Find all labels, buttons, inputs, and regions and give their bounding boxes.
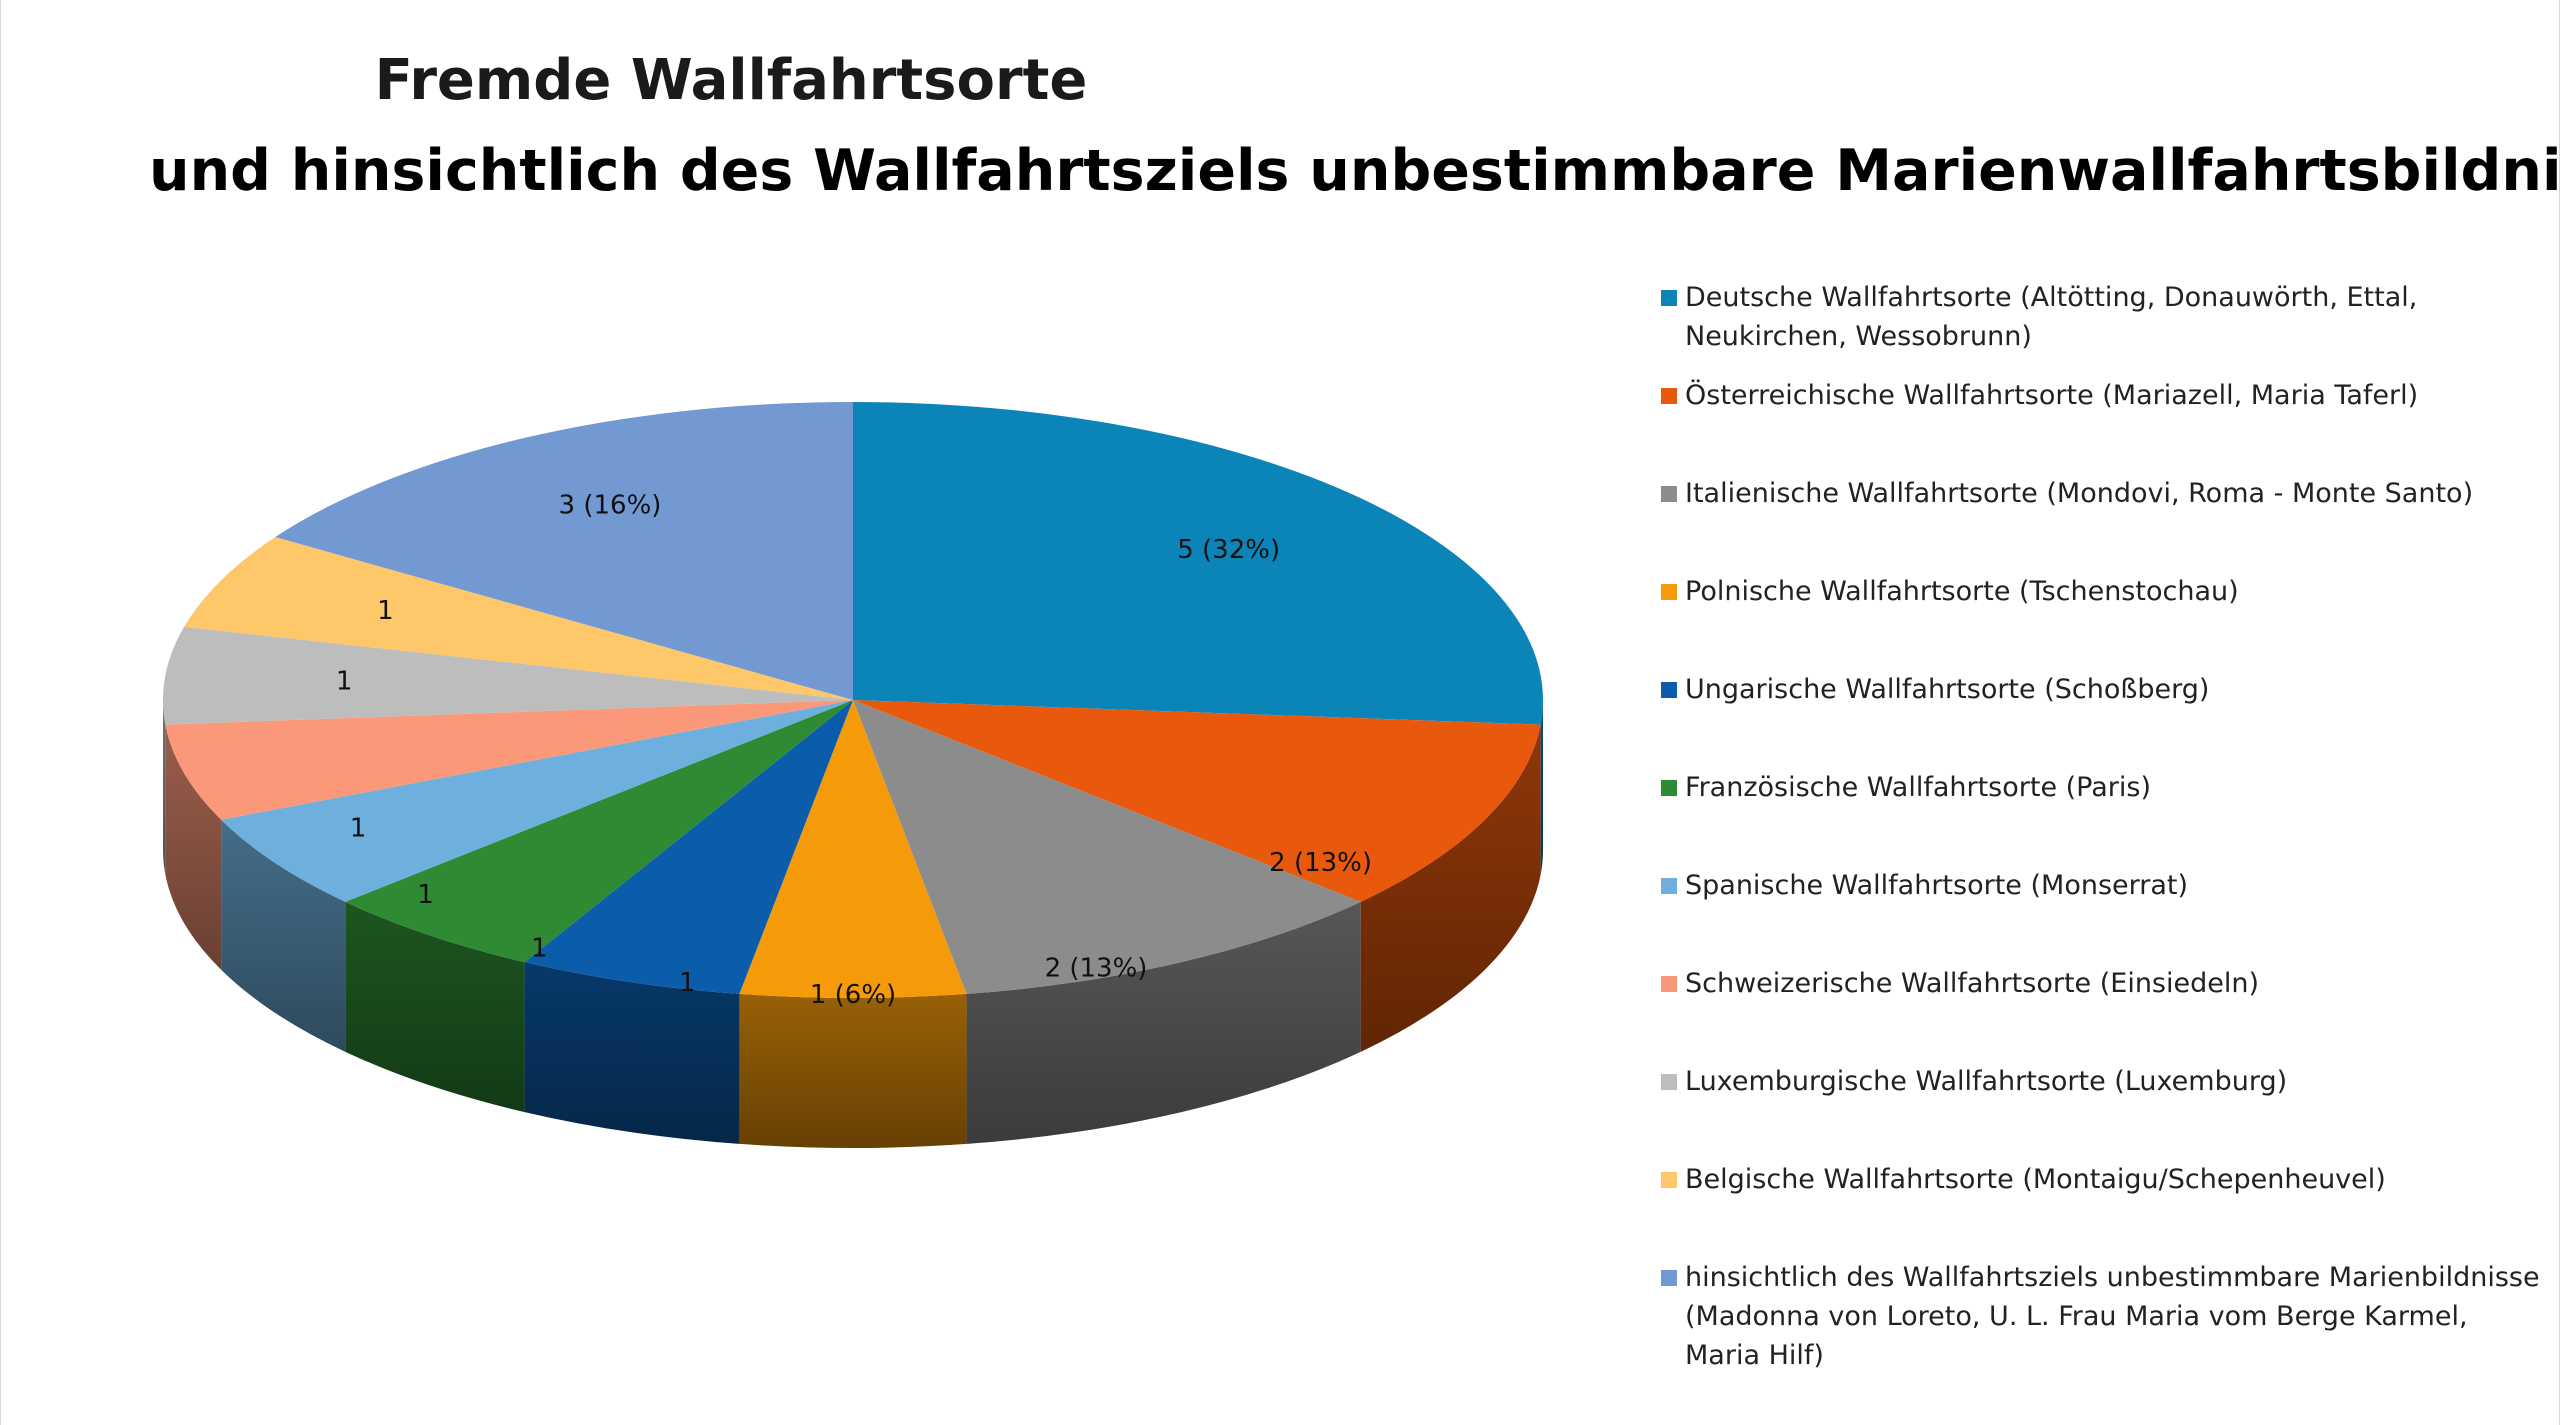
legend-swatch: [1661, 682, 1677, 698]
legend-swatch: [1661, 486, 1677, 502]
legend-swatch: [1661, 1074, 1677, 1090]
legend-swatch: [1661, 878, 1677, 894]
chart-subtitle: und hinsichtlich des Wallfahrtsziels unb…: [149, 138, 2560, 204]
pie-slice-7: [165, 700, 854, 820]
pie-data-label-2: 2 (13%): [1045, 953, 1148, 983]
pie-slice-5: [345, 700, 853, 963]
pie-slice-side-7: [165, 724, 222, 970]
pie-slice-0: [853, 402, 1543, 725]
legend-label: Luxemburgische Wallfahrtsorte (Luxemburg…: [1685, 1066, 2288, 1097]
pie-slice-side-1: [1360, 724, 1541, 1052]
legend-item: Ungarische Wallfahrtsorte (Schoßberg): [1661, 670, 2551, 709]
pie-slice-side-3: [739, 993, 967, 1148]
pie-slice-2: [853, 700, 1361, 994]
chart-title: Fremde Wallfahrtsorte: [374, 48, 1088, 113]
legend-label: Schweizerische Wallfahrtsorte (Einsiedel…: [1685, 968, 2260, 999]
pie-side-faces: [163, 700, 1543, 1148]
legend-label: Deutsche Wallfahrtsorte (Altötting, Dona…: [1685, 282, 2418, 352]
legend-swatch: [1661, 584, 1677, 600]
pie-slice-9: [184, 537, 853, 700]
pie-data-label-8: 1: [336, 666, 353, 696]
pie-slice-10: [275, 402, 854, 700]
legend-swatch: [1661, 388, 1677, 404]
legend-item: Luxemburgische Wallfahrtsorte (Luxemburg…: [1661, 1062, 2551, 1101]
legend-label: Polnische Wallfahrtsorte (Tschenstochau): [1685, 576, 2239, 607]
legend-swatch: [1661, 1270, 1677, 1286]
legend-label: Italienische Wallfahrtsorte (Mondovi, Ro…: [1685, 478, 2474, 509]
legend-swatch: [1661, 290, 1677, 306]
legend-item: Italienische Wallfahrtsorte (Mondovi, Ro…: [1661, 474, 2551, 513]
pie-data-label-5: 1: [531, 934, 548, 964]
pie-slice-3: [739, 700, 967, 999]
legend-swatch: [1661, 780, 1677, 796]
legend-label: hinsichtlich des Wallfahrtsziels unbesti…: [1685, 1262, 2540, 1371]
legend-item: Deutsche Wallfahrtsorte (Altötting, Dona…: [1661, 278, 2551, 356]
pie-data-label-7: 1: [350, 814, 367, 844]
pie-slice-1: [853, 700, 1541, 902]
pie-top-faces: [163, 402, 1543, 999]
pie-slice-6: [221, 700, 854, 902]
pie-data-label-4: 1: [679, 968, 696, 998]
pie-data-label-3: 1 (6%): [810, 980, 896, 1010]
legend-item: Französische Wallfahrtsorte (Paris): [1661, 768, 2551, 807]
pie-slice-side-4: [524, 962, 740, 1144]
legend-label: Ungarische Wallfahrtsorte (Schoßberg): [1685, 674, 2210, 705]
legend-swatch: [1661, 1172, 1677, 1188]
legend-item: Spanische Wallfahrtsorte (Monserrat): [1661, 866, 2551, 905]
pie-slice-side-5: [345, 901, 525, 1113]
pie-slice-side-8: [163, 700, 166, 875]
legend-item: Österreichische Wallfahrtsorte (Mariazel…: [1661, 376, 2551, 415]
pie-slice-side-6: [221, 819, 346, 1052]
legend-label: Belgische Wallfahrtsorte (Montaigu/Schep…: [1685, 1164, 2386, 1195]
pie-slice-4: [524, 700, 853, 994]
legend-item: Schweizerische Wallfahrtsorte (Einsiedel…: [1661, 964, 2551, 1003]
legend-item: Polnische Wallfahrtsorte (Tschenstochau): [1661, 572, 2551, 611]
pie-data-label-10: 3 (16%): [559, 491, 662, 521]
pie-slice-side-2: [966, 901, 1361, 1144]
legend-swatch: [1661, 976, 1677, 992]
legend-label: Österreichische Wallfahrtsorte (Mariazel…: [1685, 380, 2419, 411]
pie-slice-8: [163, 626, 854, 725]
pie-data-label-1: 2 (13%): [1269, 848, 1372, 878]
legend-item: Belgische Wallfahrtsorte (Montaigu/Schep…: [1661, 1160, 2551, 1199]
pie-data-label-6: 1: [417, 880, 434, 910]
pie-data-label-0: 5 (32%): [1177, 535, 1280, 565]
pie-data-label-9: 1: [377, 596, 394, 626]
legend-label: Französische Wallfahrtsorte (Paris): [1685, 772, 2151, 803]
legend-item: hinsichtlich des Wallfahrtsziels unbesti…: [1661, 1258, 2551, 1375]
legend-label: Spanische Wallfahrtsorte (Monserrat): [1685, 870, 2189, 901]
pie-chart: 5 (32%) 2 (13%) 2 (13%) 1 (6%) 1 1 1 1 1 1 3 (16%): [163, 402, 1543, 1148]
pie-data-labels: 5 (32%) 2 (13%) 2 (13%) 1 (6%) 1 1 1 1 1 1 3 (16%): [336, 491, 1372, 1010]
pie-slice-side-0: [1540, 700, 1543, 875]
